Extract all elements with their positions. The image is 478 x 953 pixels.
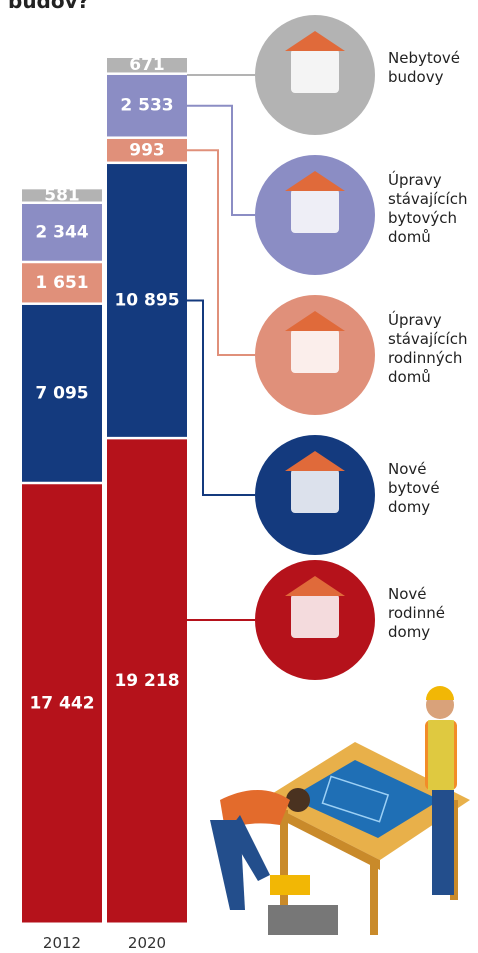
data-label: 1 651 — [35, 273, 88, 293]
legend-label-line: domy — [388, 498, 430, 516]
chart-title: budov? — [8, 0, 89, 13]
workers-illustration — [210, 686, 470, 935]
data-label: 2 533 — [120, 96, 173, 116]
legend-label-line: bytových — [388, 209, 457, 227]
legend-label-line: Úpravy — [388, 170, 442, 189]
data-label: 19 218 — [114, 671, 179, 691]
connector — [187, 300, 255, 495]
legend-icon — [291, 469, 339, 513]
legend-label-line: bytové — [388, 479, 440, 497]
legend-label-line: Nové — [388, 460, 427, 478]
chart: budov? 17 442 7 095 1 651 2 344 581 2012 19 21… — [0, 0, 478, 953]
data-label: 17 442 — [29, 693, 94, 713]
x-tick-label: 2020 — [128, 934, 166, 952]
data-label: 7 095 — [35, 383, 88, 403]
x-tick-label: 2012 — [43, 934, 81, 952]
data-label: 671 — [129, 55, 165, 75]
connector — [187, 106, 255, 215]
legend-icon — [291, 329, 339, 373]
connector — [187, 150, 255, 355]
legend-icon — [291, 189, 339, 233]
legend-label-line: domy — [388, 623, 430, 641]
data-label: 2 344 — [35, 222, 88, 242]
legend-label-line: rodinné — [388, 604, 445, 622]
legend-label-line: stávajících — [388, 190, 467, 208]
legend-label-line: budovy — [388, 68, 444, 86]
data-label: 993 — [129, 140, 165, 160]
legend-label-line: Nové — [388, 585, 427, 603]
legend-label-line: rodinných — [388, 349, 462, 367]
legend-label-line: domů — [388, 228, 431, 246]
data-label: 581 — [44, 185, 80, 205]
legend-label-line: Úpravy — [388, 310, 442, 329]
legend-icon — [291, 49, 339, 93]
legend-label-line: domů — [388, 368, 431, 386]
legend-label-line: stávajících — [388, 330, 467, 348]
legend-icon — [291, 594, 339, 638]
legend-label-line: Nebytové — [388, 49, 460, 67]
data-label: 10 895 — [114, 290, 179, 310]
